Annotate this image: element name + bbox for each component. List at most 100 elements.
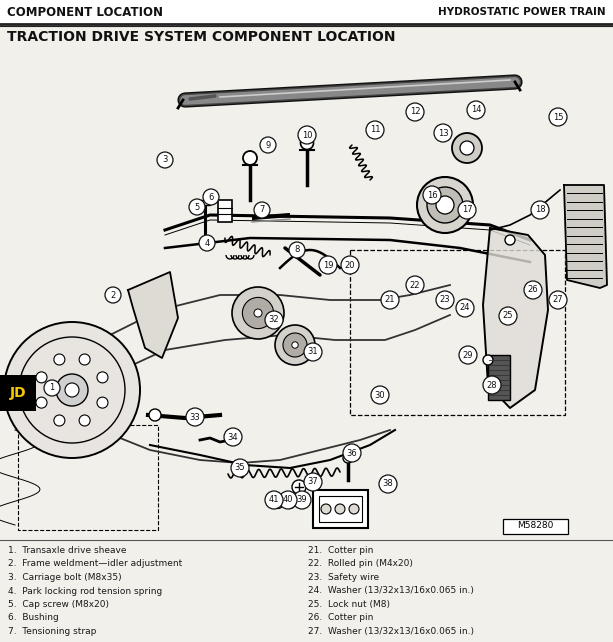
Text: 6: 6 <box>208 193 214 202</box>
Text: 38: 38 <box>383 480 394 489</box>
Polygon shape <box>564 185 607 288</box>
Circle shape <box>292 480 306 494</box>
Text: 14: 14 <box>471 105 481 114</box>
Circle shape <box>36 397 47 408</box>
Text: 4: 4 <box>204 238 210 248</box>
Text: 30: 30 <box>375 390 386 399</box>
Text: 24: 24 <box>460 304 470 313</box>
Text: 31: 31 <box>308 347 318 356</box>
Circle shape <box>273 498 283 508</box>
Circle shape <box>105 287 121 303</box>
Circle shape <box>549 291 567 309</box>
Circle shape <box>371 386 389 404</box>
Circle shape <box>341 256 359 274</box>
Circle shape <box>79 354 90 365</box>
Text: 3: 3 <box>162 155 168 164</box>
Circle shape <box>349 504 359 514</box>
Circle shape <box>186 408 204 426</box>
Text: 23.  Safety wire: 23. Safety wire <box>308 573 379 582</box>
Circle shape <box>224 428 242 446</box>
Circle shape <box>381 291 399 309</box>
Bar <box>18 425 158 530</box>
Circle shape <box>483 376 501 394</box>
Text: 36: 36 <box>346 449 357 458</box>
Circle shape <box>319 256 337 274</box>
Text: 5.  Cap screw (M8x20): 5. Cap screw (M8x20) <box>8 600 109 609</box>
Text: 40: 40 <box>283 496 293 505</box>
Text: 19: 19 <box>323 261 333 270</box>
Text: 25.  Lock nut (M8): 25. Lock nut (M8) <box>308 600 390 609</box>
Text: 17: 17 <box>462 205 472 214</box>
Text: 33: 33 <box>189 413 200 422</box>
Circle shape <box>254 202 270 218</box>
Circle shape <box>157 152 173 168</box>
Text: 11: 11 <box>370 125 380 135</box>
Circle shape <box>79 415 90 426</box>
Text: 26.  Cotter pin: 26. Cotter pin <box>308 614 373 623</box>
Bar <box>218 200 232 222</box>
Circle shape <box>260 137 276 153</box>
Circle shape <box>483 355 493 365</box>
Text: 6.  Bushing: 6. Bushing <box>8 614 59 623</box>
Circle shape <box>524 281 542 299</box>
Circle shape <box>321 504 331 514</box>
Polygon shape <box>483 228 548 408</box>
Circle shape <box>434 124 452 142</box>
Circle shape <box>97 397 108 408</box>
Polygon shape <box>128 272 178 358</box>
Text: 9: 9 <box>265 141 270 150</box>
Circle shape <box>366 121 384 139</box>
Text: 20: 20 <box>345 261 356 270</box>
Circle shape <box>452 133 482 163</box>
Circle shape <box>275 325 315 365</box>
Circle shape <box>199 235 215 251</box>
Bar <box>0 375 36 411</box>
Circle shape <box>505 235 515 245</box>
Text: 26: 26 <box>528 286 538 295</box>
Bar <box>350 250 565 415</box>
Text: 1.  Transaxle drive sheave: 1. Transaxle drive sheave <box>8 546 126 555</box>
Text: 41: 41 <box>268 496 280 505</box>
Bar <box>200 200 210 205</box>
Circle shape <box>293 491 311 509</box>
Text: M58280: M58280 <box>517 521 553 530</box>
Text: TRACTION DRIVE SYSTEM COMPONENT LOCATION: TRACTION DRIVE SYSTEM COMPONENT LOCATION <box>7 30 395 44</box>
Circle shape <box>531 201 549 219</box>
Text: 27.  Washer (13/32x13/16x0.065 in.): 27. Washer (13/32x13/16x0.065 in.) <box>308 627 474 636</box>
Text: 34: 34 <box>227 433 238 442</box>
Bar <box>319 496 362 522</box>
Circle shape <box>242 297 273 329</box>
Circle shape <box>406 103 424 121</box>
Text: 10: 10 <box>302 130 312 139</box>
Circle shape <box>343 453 353 463</box>
Text: 23: 23 <box>440 295 451 304</box>
Circle shape <box>36 372 47 383</box>
Bar <box>0 0 613 24</box>
Circle shape <box>467 101 485 119</box>
Circle shape <box>298 126 316 144</box>
Text: HYDROSTATIC POWER TRAIN: HYDROSTATIC POWER TRAIN <box>438 7 606 17</box>
Bar <box>503 519 568 534</box>
Text: 22: 22 <box>409 281 421 290</box>
Circle shape <box>283 333 307 357</box>
Circle shape <box>189 199 205 215</box>
Circle shape <box>54 415 65 426</box>
Circle shape <box>62 380 82 400</box>
Circle shape <box>549 108 567 126</box>
Text: 3.  Carriage bolt (M8x35): 3. Carriage bolt (M8x35) <box>8 573 121 582</box>
Text: 32: 32 <box>268 315 280 324</box>
Text: 37: 37 <box>308 478 318 487</box>
Text: 7.  Tensioning strap: 7. Tensioning strap <box>8 627 96 636</box>
Circle shape <box>265 491 283 509</box>
Text: 2.  Frame weldment—idler adjustment: 2. Frame weldment—idler adjustment <box>8 559 182 569</box>
Text: JD: JD <box>10 386 26 400</box>
Text: 4.  Park locking rod tension spring: 4. Park locking rod tension spring <box>8 587 162 596</box>
Circle shape <box>460 141 474 155</box>
Text: 2: 2 <box>110 290 116 300</box>
Bar <box>488 355 510 400</box>
Circle shape <box>343 444 361 462</box>
Text: 27: 27 <box>553 295 563 304</box>
Text: 21: 21 <box>385 295 395 304</box>
Circle shape <box>436 291 454 309</box>
Text: 22.  Rolled pin (M4x20): 22. Rolled pin (M4x20) <box>308 559 413 569</box>
